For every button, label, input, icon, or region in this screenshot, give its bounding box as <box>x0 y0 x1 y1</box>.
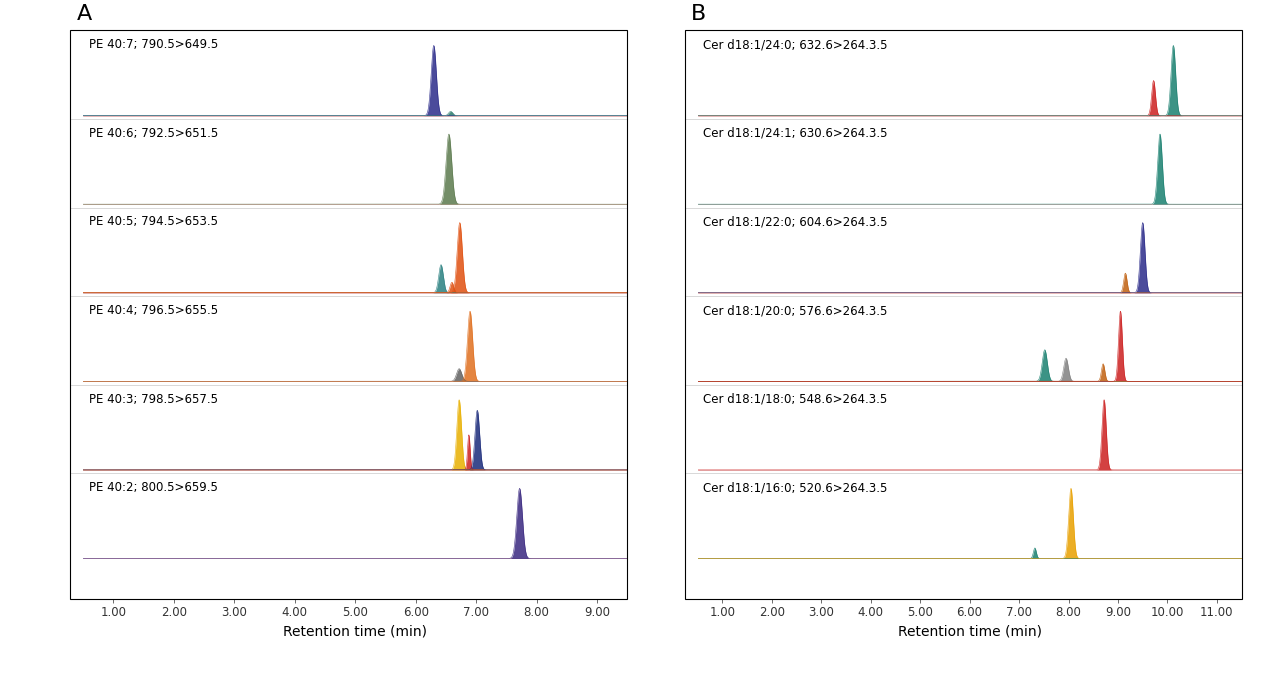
Text: Cer d18:1/24:0; 632.6>264.3.5: Cer d18:1/24:0; 632.6>264.3.5 <box>703 39 887 51</box>
Text: PE 40:3; 798.5>657.5: PE 40:3; 798.5>657.5 <box>88 393 218 406</box>
Text: Cer d18:1/16:0; 520.6>264.3.5: Cer d18:1/16:0; 520.6>264.3.5 <box>703 481 887 494</box>
Text: PE 40:4; 796.5>655.5: PE 40:4; 796.5>655.5 <box>88 304 218 317</box>
Text: Cer d18:1/24:1; 630.6>264.3.5: Cer d18:1/24:1; 630.6>264.3.5 <box>703 127 887 140</box>
X-axis label: Retention time (min): Retention time (min) <box>283 625 428 638</box>
Text: PE 40:7; 790.5>649.5: PE 40:7; 790.5>649.5 <box>88 39 218 51</box>
Text: Cer d18:1/20:0; 576.6>264.3.5: Cer d18:1/20:0; 576.6>264.3.5 <box>703 304 887 317</box>
Text: B: B <box>691 3 707 24</box>
X-axis label: Retention time (min): Retention time (min) <box>897 625 1042 638</box>
Text: Cer d18:1/22:0; 604.6>264.3.5: Cer d18:1/22:0; 604.6>264.3.5 <box>703 215 887 228</box>
Text: PE 40:6; 792.5>651.5: PE 40:6; 792.5>651.5 <box>88 127 218 140</box>
Text: A: A <box>77 3 92 24</box>
Text: PE 40:2; 800.5>659.5: PE 40:2; 800.5>659.5 <box>88 481 218 494</box>
Text: Cer d18:1/18:0; 548.6>264.3.5: Cer d18:1/18:0; 548.6>264.3.5 <box>703 393 887 406</box>
Text: PE 40:5; 794.5>653.5: PE 40:5; 794.5>653.5 <box>88 215 218 228</box>
